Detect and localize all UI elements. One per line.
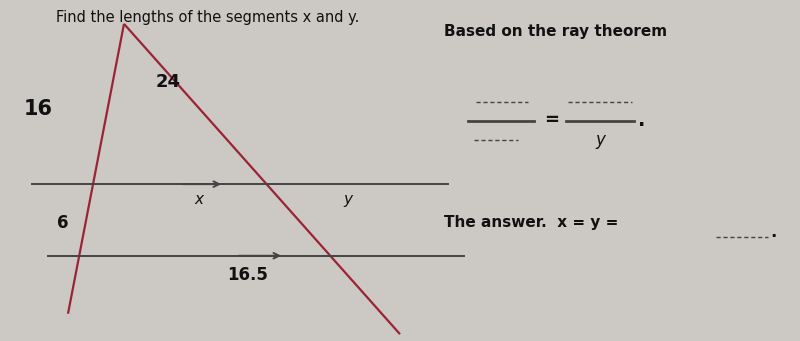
Text: .: . bbox=[770, 223, 777, 241]
Text: 16: 16 bbox=[24, 99, 53, 119]
Text: =: = bbox=[545, 111, 559, 129]
Text: x: x bbox=[194, 192, 203, 207]
Text: Find the lengths of the segments x and y.: Find the lengths of the segments x and y… bbox=[56, 10, 359, 25]
Text: Based on the ray theorem: Based on the ray theorem bbox=[444, 24, 667, 39]
Text: The answer.  x = y =: The answer. x = y = bbox=[444, 215, 624, 230]
Text: 6: 6 bbox=[57, 214, 68, 232]
Text: y: y bbox=[595, 131, 605, 149]
Text: y: y bbox=[343, 192, 353, 207]
Text: 24: 24 bbox=[155, 73, 181, 91]
Text: .: . bbox=[638, 110, 645, 130]
Text: 16.5: 16.5 bbox=[227, 266, 269, 283]
